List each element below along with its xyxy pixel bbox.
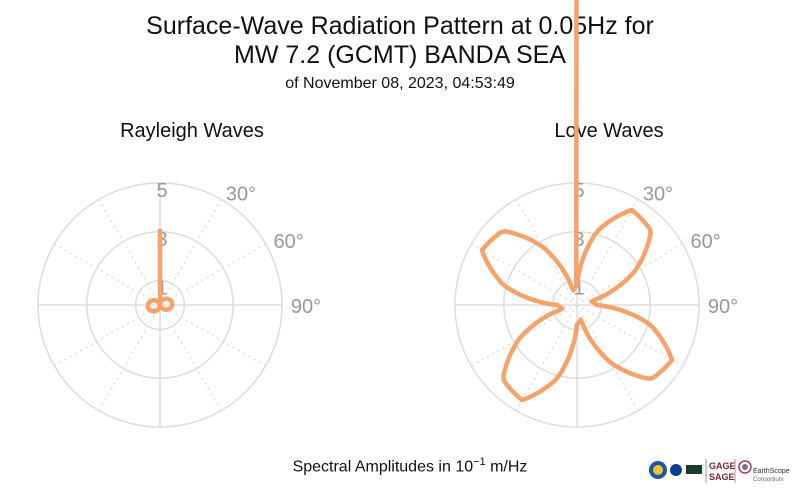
love-data-point	[650, 378, 652, 380]
rayleigh-spoke-30	[159, 198, 222, 306]
love-data-point	[650, 230, 652, 232]
units-suffix: m/Hz	[485, 458, 528, 476]
love-data-point	[649, 323, 651, 326]
love-data-point	[590, 300, 592, 303]
love-panel-title: Love Waves	[554, 120, 664, 142]
title-line-2: MW 7.2 (GCMT) BANDA SEA	[234, 41, 566, 69]
rayleigh-spoke-210	[98, 304, 161, 412]
love-data-point	[633, 271, 635, 273]
rayleigh-radial-tick-label: 5	[156, 180, 167, 202]
consortium-logo-text: Consortium	[753, 477, 784, 483]
love-data-point	[572, 290, 575, 292]
rayleigh-ring-5	[37, 182, 283, 428]
rayleigh-data-point	[147, 307, 150, 309]
title-line-1: Surface-Wave Radiation Pattern at 0.05Hz…	[146, 12, 654, 40]
rayleigh-data-point	[147, 304, 149, 306]
love-data-point	[671, 359, 673, 361]
love-spoke-30	[576, 198, 639, 306]
gage-logo-text: GAGE	[709, 461, 736, 471]
rayleigh-data-point	[162, 298, 164, 301]
love-data-point	[595, 231, 598, 233]
love-data-point	[502, 378, 504, 380]
chart-subtitle: of November 08, 2023, 04:53:49	[285, 75, 515, 92]
earthscope-logo	[738, 460, 752, 474]
rayleigh-data-point	[157, 301, 160, 304]
love-data-point	[595, 304, 598, 306]
rayleigh-data-point	[158, 307, 160, 309]
sage-logo-text: SAGE	[709, 472, 735, 482]
love-angle-tick-label: 90°	[708, 296, 738, 318]
rayleigh-data-point	[171, 304, 173, 306]
rayleigh-angle-tick-label: 90°	[291, 296, 321, 318]
rayleigh-data-point	[163, 308, 166, 311]
units-prefix: Spectral Amplitudes in 10	[292, 458, 474, 476]
rayleigh-data-point	[149, 309, 152, 312]
rayleigh-data-point	[160, 301, 162, 303]
love-angle-tick-label: 30°	[643, 183, 673, 205]
rayleigh-spoke-330	[98, 198, 161, 306]
love-data-point	[521, 399, 523, 401]
rayleigh-data-point	[159, 304, 161, 306]
rayleigh-grid	[37, 182, 283, 428]
rayleigh-panel-title: Rayleigh Waves	[120, 120, 264, 142]
rayleigh-data-point	[152, 310, 155, 313]
love-data-point	[519, 337, 521, 339]
love-radial-tick-label: 3	[573, 229, 584, 251]
rayleigh-data-point	[169, 307, 172, 309]
rayleigh-pattern-line	[145, 228, 175, 314]
love-data-point	[543, 247, 545, 249]
love-data-point	[576, 284, 578, 287]
love-data-point	[556, 377, 559, 379]
love-data-point	[481, 249, 483, 251]
rayleigh-data-point	[156, 309, 158, 312]
usgs-logo	[686, 465, 702, 474]
love-data-point	[579, 318, 582, 320]
sponsor-logos: GAGE SAGE EarthScope Consortium	[649, 459, 790, 483]
love-spoke-210	[515, 304, 578, 412]
nsf-logo	[649, 461, 667, 479]
units-exponent: −1	[473, 456, 486, 468]
rayleigh-spoke-150	[159, 304, 222, 412]
earthscope-logo-text: EarthScope	[753, 468, 790, 475]
love-radial-tick-label: 5	[573, 180, 584, 202]
nasa-logo	[670, 464, 682, 476]
rayleigh-spoke-120	[159, 304, 267, 367]
rayleigh-data-point	[168, 298, 171, 301]
chart-title: Surface-Wave Radiation Pattern at 0.05Hz…	[0, 12, 800, 70]
rayleigh-data-point	[154, 299, 157, 302]
rayleigh-angle-tick-label: 30°	[226, 183, 256, 205]
love-data-point	[631, 209, 633, 211]
love-data-point	[556, 304, 559, 306]
love-data-point	[562, 307, 564, 310]
rayleigh-data-point	[170, 301, 173, 303]
rayleigh-data-point	[165, 297, 168, 300]
love-data-point	[576, 323, 578, 326]
rayleigh-data-point	[160, 306, 163, 309]
rayleigh-angle-tick-label: 60°	[273, 231, 303, 253]
love-data-point	[503, 284, 505, 287]
love-data-point	[609, 361, 611, 363]
love-data-point	[502, 230, 504, 232]
rayleigh-spoke-240	[53, 304, 161, 367]
rayleigh-data-point	[167, 308, 169, 311]
rayleigh-spoke-300	[53, 243, 161, 306]
rayleigh-polar-plot: 135 30°60°90°	[37, 180, 321, 428]
rayleigh-data-point	[148, 301, 151, 303]
amplitude-units-caption: Spectral Amplitudes in 10−1 m/Hz	[0, 456, 800, 476]
rayleigh-spoke-60	[159, 243, 267, 306]
rayleigh-data-point	[151, 299, 153, 302]
love-spoke-300	[470, 243, 578, 306]
love-radial-tick-label: 1	[573, 278, 584, 300]
love-spoke-120	[576, 304, 684, 367]
love-angle-tick-label: 60°	[690, 231, 720, 253]
love-polar-plot: 1 3 5 30° 60° 90°	[454, 0, 738, 428]
